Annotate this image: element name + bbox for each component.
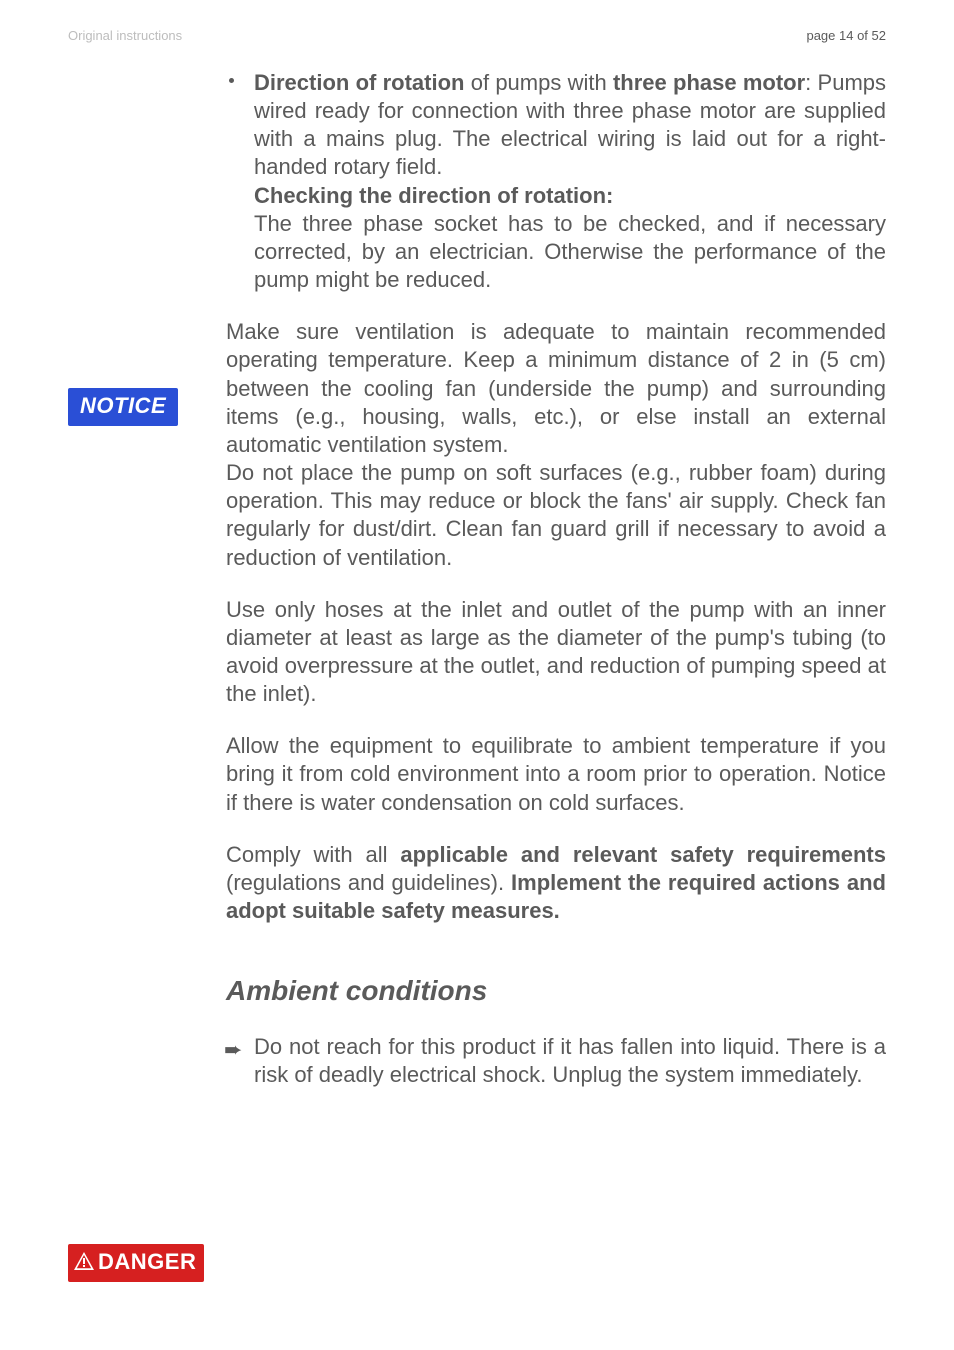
notice-badge: NOTICE [68, 388, 178, 426]
danger-badge: DANGER [68, 1244, 204, 1282]
text: Make sure ventilation is adequate to mai… [226, 319, 886, 457]
text: The three phase socket has to be checked… [254, 211, 886, 292]
notice-p3: Allow the equipment to equilibrate to am… [226, 732, 886, 816]
text-bold: three phase motor [613, 70, 805, 95]
text: Use only hoses at the inlet and outlet o… [226, 597, 886, 706]
main-content: Direction of rotation of pumps with thre… [68, 69, 886, 1089]
text: Do not reach for this product if it has … [254, 1034, 886, 1087]
text: Do not place the pump on soft surfaces (… [226, 460, 886, 569]
ambient-title: Ambient conditions [226, 973, 886, 1009]
text: Comply with all [226, 842, 400, 867]
page-header: Original instructions page 14 of 52 [68, 28, 886, 43]
bullet-checking-body: The three phase socket has to be checked… [226, 210, 886, 294]
text: (regulations and guidelines). [226, 870, 511, 895]
bullet-icon [229, 78, 234, 83]
header-left: Original instructions [68, 28, 182, 43]
bullet-checking: Checking the direction of rotation: [226, 182, 886, 210]
notice-p4: Comply with all applicable and relevant … [226, 841, 886, 925]
arrow-icon: ➨ [224, 1036, 242, 1064]
notice-p1: Make sure ventilation is adequate to mai… [226, 318, 886, 459]
text-bold: Checking the direction of rotation: [254, 183, 613, 208]
header-right: page 14 of 52 [806, 28, 886, 43]
text: Allow the equipment to equilibrate to am… [226, 733, 886, 814]
text-bold: Direction of rotation [254, 70, 464, 95]
bullet-direction-rotation: Direction of rotation of pumps with thre… [226, 69, 886, 182]
danger-bullet: ➨ Do not reach for this product if it ha… [226, 1033, 886, 1089]
notice-p1b: Do not place the pump on soft surfaces (… [226, 459, 886, 572]
text: of pumps with [464, 70, 612, 95]
notice-p2: Use only hoses at the inlet and outlet o… [226, 596, 886, 709]
warning-icon [74, 1252, 94, 1270]
text-bold: applicable and relevant safety requireme… [400, 842, 886, 867]
danger-label: DANGER [98, 1249, 196, 1274]
